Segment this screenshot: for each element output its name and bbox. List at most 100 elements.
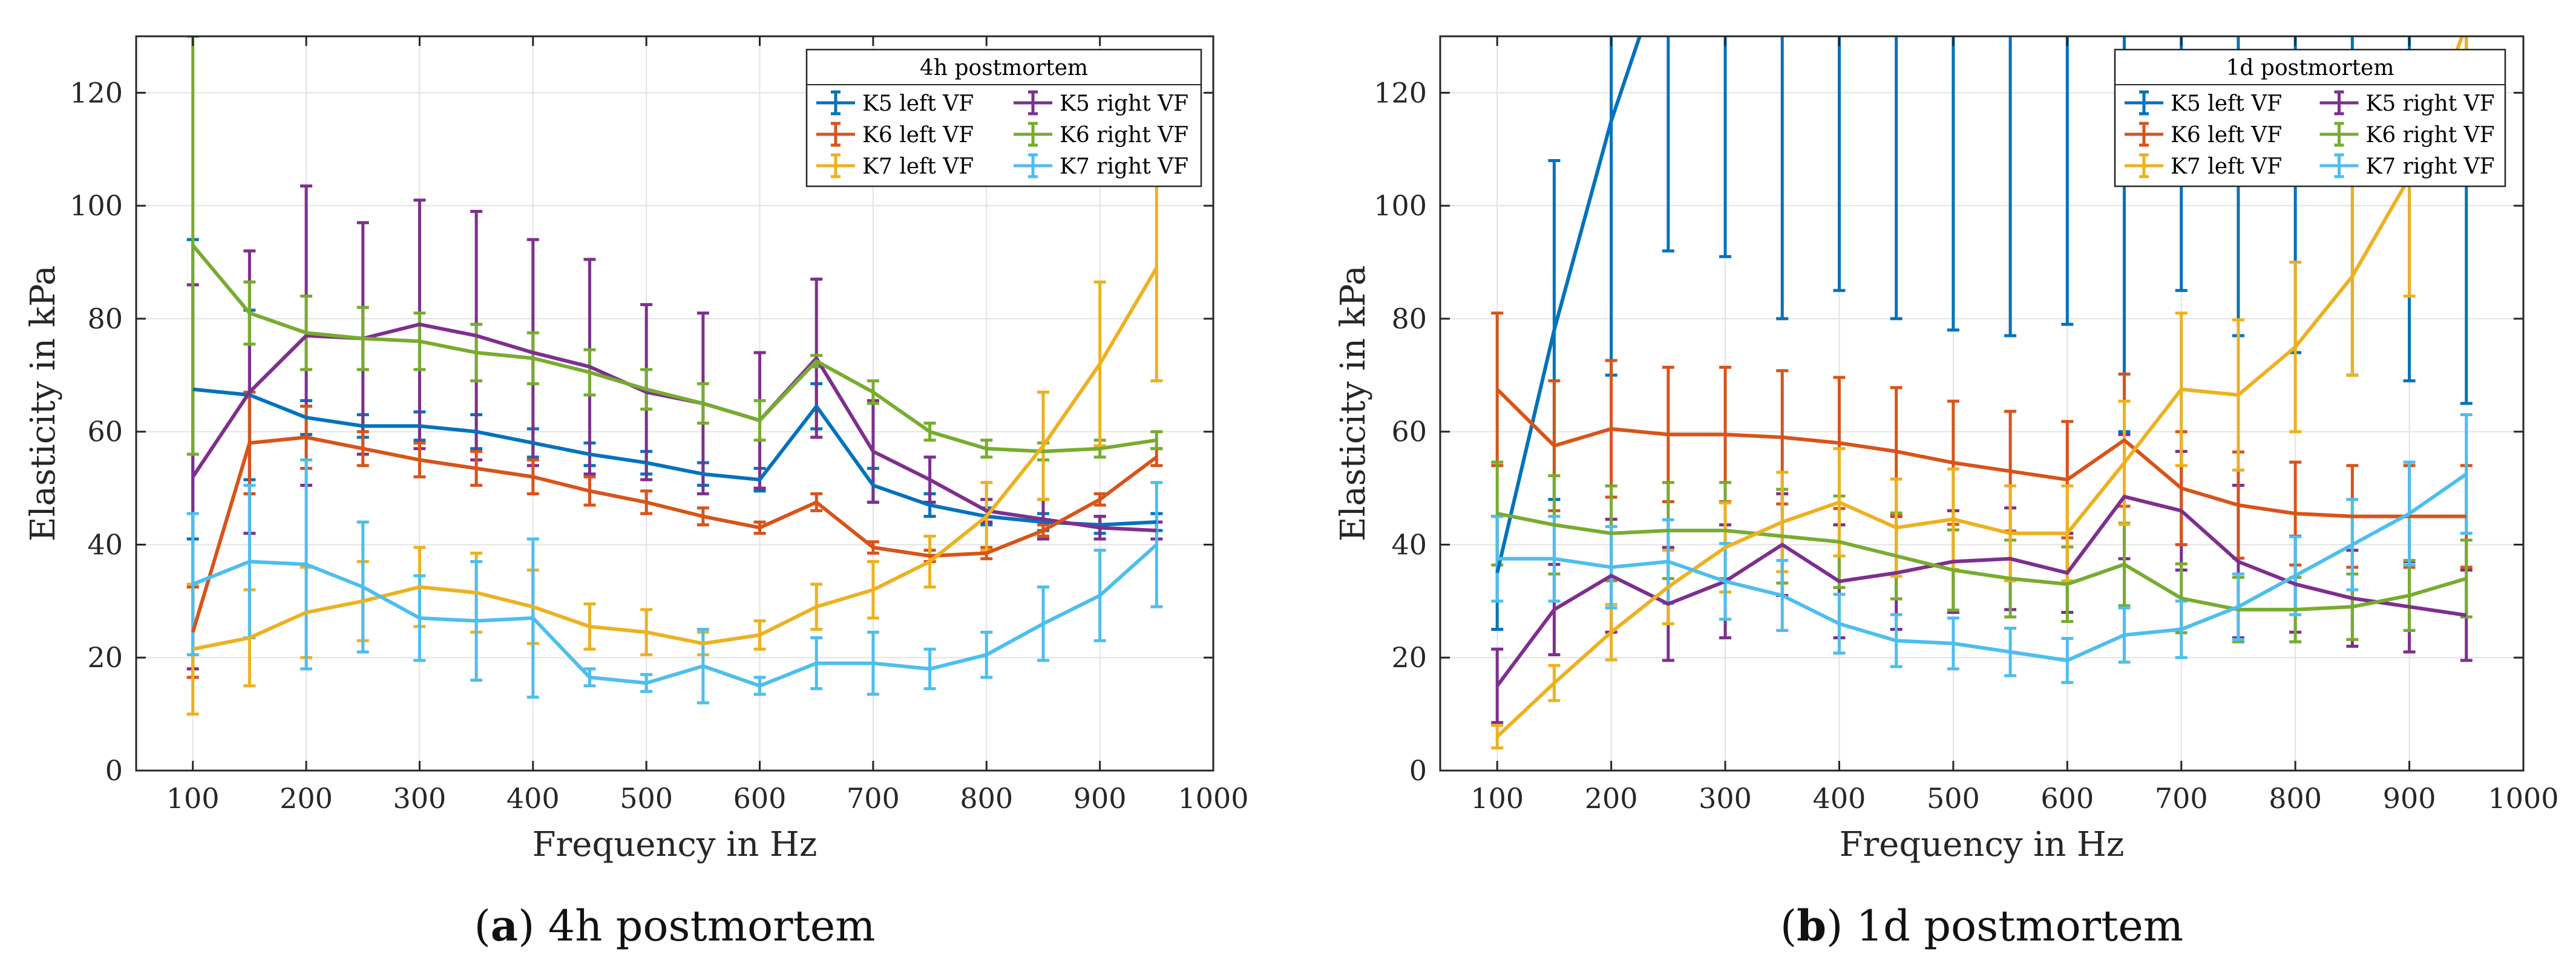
panel-caption: (a) 4h postmortem <box>474 901 875 951</box>
caption-letter: a <box>491 901 518 951</box>
y-tick-label: 40 <box>1391 528 1427 561</box>
x-axis-label: Frequency in Hz <box>1840 825 2125 864</box>
x-tick-label: 500 <box>1927 782 1980 815</box>
series-line <box>1497 472 2468 662</box>
y-tick-label: 0 <box>1409 754 1427 787</box>
legend-label: K6 right VF <box>2366 123 2495 148</box>
error-bar <box>1890 36 1903 321</box>
x-axis-label: Frequency in Hz <box>533 825 818 864</box>
y-tick-label: 40 <box>87 528 123 561</box>
caption-text: 1d postmortem <box>1857 901 2184 951</box>
panel-caption: (b) 1d postmortem <box>1780 901 2183 951</box>
y-tick-label: 0 <box>105 754 123 787</box>
legend-entry: K7 right VF <box>1014 153 1188 179</box>
series-line <box>191 435 1158 633</box>
legend-entry: K7 right VF <box>2319 153 2495 179</box>
series-line <box>1496 512 2467 611</box>
legend-label: K7 right VF <box>2366 154 2495 179</box>
legend-swatch <box>2125 153 2163 178</box>
x-tick-label: 400 <box>1813 782 1866 815</box>
legend-entry: K5 left VF <box>2125 90 2282 116</box>
series-lines <box>1495 36 2468 739</box>
x-tick-label: 500 <box>620 782 673 815</box>
series-line <box>192 387 1157 527</box>
axes-box <box>135 35 1214 772</box>
caption-letter: b <box>1797 901 1826 951</box>
legend-title: 4h postmortem <box>920 56 1088 80</box>
legend-swatch <box>2125 122 2163 147</box>
y-ticks: 0 20 40 60 80 100 120 <box>70 76 1213 787</box>
y-axis-label: Elasticity in kPa <box>24 266 63 542</box>
legend-entry: K5 right VF <box>1014 90 1188 116</box>
x-tick-label: 600 <box>733 782 787 815</box>
caption-text: 4h postmortem <box>548 901 876 951</box>
x-tick-label: 200 <box>1585 782 1638 815</box>
error-bar <box>1833 36 1846 292</box>
series-line <box>192 267 1158 651</box>
legend-swatch <box>2125 90 2163 116</box>
error-bar <box>2061 36 2074 326</box>
error-bar <box>2004 36 2017 338</box>
legend-label: K7 left VF <box>2171 154 2282 179</box>
axes-box <box>1439 35 2525 772</box>
y-tick-label: 100 <box>1374 189 1427 222</box>
x-tick-label: 700 <box>2155 782 2208 815</box>
x-tick-label: 100 <box>1470 782 1524 815</box>
y-axis-label: Elasticity in kPa <box>1334 266 1373 542</box>
y-tick-label: 80 <box>87 302 123 335</box>
x-tick-label: 1000 <box>2488 782 2558 815</box>
legend-entry: K5 right VF <box>2319 90 2495 116</box>
x-tick-label: 900 <box>1073 782 1127 815</box>
x-tick-label: 1000 <box>1178 782 1248 815</box>
legend-label: K7 right VF <box>1060 154 1188 179</box>
legend-label: K6 left VF <box>2171 123 2282 148</box>
legend: 4h postmortem K5 left VF K5 right VF K6 lef… <box>805 48 1202 188</box>
chart-panel-b: 100 200 300 400 500 600 700 800 900 1000 0 20 40 60 8… <box>1334 35 2559 951</box>
y-tick-label: 120 <box>1374 76 1427 109</box>
legend-label: K7 left VF <box>862 154 974 179</box>
x-tick-label: 800 <box>2269 782 2322 815</box>
legend-label: K6 right VF <box>1060 123 1188 148</box>
legend-label: K5 right VF <box>1060 91 1188 116</box>
error-bar <box>1776 36 1789 321</box>
x-ticks: 100 200 300 400 500 600 700 800 900 1000 <box>1470 36 2559 815</box>
legend-entry: K7 left VF <box>816 153 974 179</box>
error-bar <box>1947 36 1959 332</box>
series-line <box>1495 495 2467 687</box>
legend-box <box>2114 48 2506 188</box>
legend-entry: K5 left VF <box>816 90 974 116</box>
legend-label: K5 right VF <box>2366 91 2495 116</box>
error-bar <box>1662 36 1674 253</box>
legend-swatch <box>2319 122 2359 147</box>
legend-swatch <box>816 153 855 178</box>
legend-label: K5 left VF <box>862 91 974 116</box>
x-ticks: 100 200 300 400 500 600 700 800 900 1000 <box>166 36 1249 815</box>
y-tick-label: 100 <box>70 189 123 222</box>
x-tick-label: 100 <box>166 782 220 815</box>
legend-swatch <box>2319 153 2359 178</box>
legend-title: 1d postmortem <box>2226 56 2394 80</box>
x-tick-label: 900 <box>2383 782 2436 815</box>
legend-swatch <box>1014 90 1052 116</box>
x-tick-label: 300 <box>1699 782 1752 815</box>
error-bar <box>1719 36 1732 258</box>
y-tick-label: 120 <box>70 76 123 109</box>
legend-swatch <box>816 122 855 147</box>
legend-label: K5 left VF <box>2171 91 2282 116</box>
x-tick-label: 700 <box>847 782 900 815</box>
x-tick-label: 800 <box>960 782 1013 815</box>
y-tick-label: 60 <box>87 416 123 448</box>
y-tick-label: 20 <box>87 641 123 674</box>
y-tick-label: 20 <box>1391 641 1427 674</box>
y-ticks: 0 20 40 60 80 100 120 <box>1374 76 2523 787</box>
legend-swatch <box>816 90 855 116</box>
series-line <box>191 244 1157 454</box>
legend: 1d postmortem K5 left VF K5 right VF K6 lef… <box>2114 48 2506 188</box>
legend-swatch <box>2319 90 2359 116</box>
x-tick-label: 400 <box>506 782 560 815</box>
legend-entry: K7 left VF <box>2125 153 2282 179</box>
legend-label: K6 left VF <box>862 123 974 148</box>
legend-swatch <box>1014 122 1052 147</box>
legend-entry: K6 left VF <box>816 122 974 148</box>
